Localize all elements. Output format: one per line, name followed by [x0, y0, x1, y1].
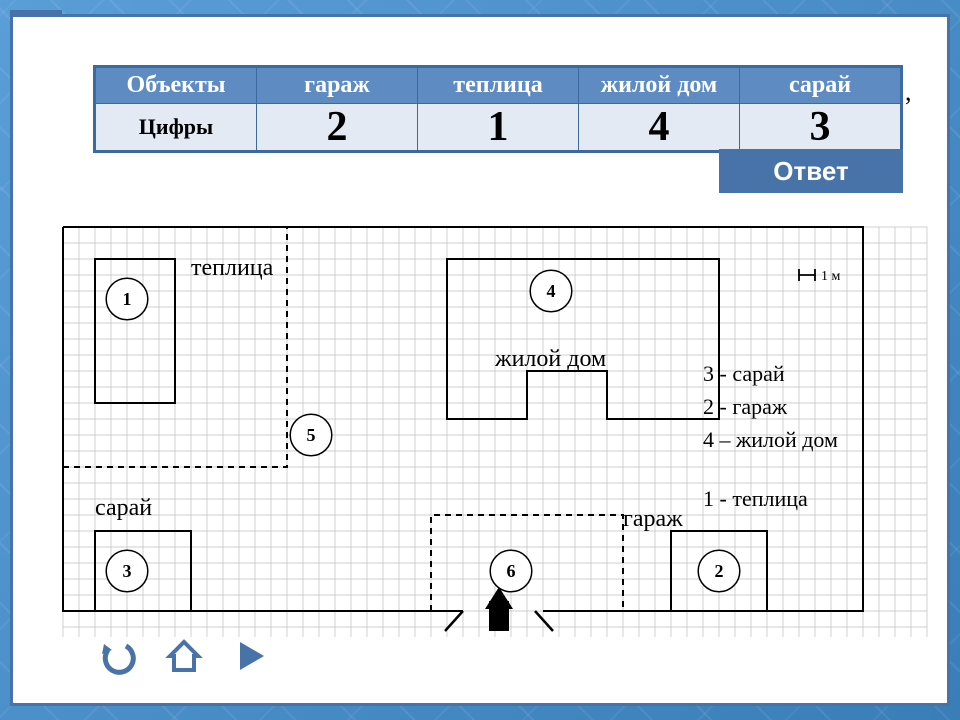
table-header: жилой дом [579, 68, 740, 104]
svg-text:3: 3 [123, 561, 132, 581]
table-header-label: Объекты [96, 68, 257, 104]
table-header: теплица [418, 68, 579, 104]
table-header: сарай [740, 68, 901, 104]
svg-text:5: 5 [307, 425, 316, 445]
table-row-label: Цифры [96, 104, 257, 151]
back-button[interactable] [97, 635, 139, 677]
svg-text:сарай: сарай [95, 495, 152, 521]
answer-table: Объекты гараж теплица жилой дом сарай Ци… [93, 65, 903, 153]
legend-line: 3 - сарай [703, 357, 838, 390]
legend-line: 4 – жилой дом [703, 423, 838, 456]
table-header-row: Объекты гараж теплица жилой дом сарай [96, 68, 901, 104]
svg-text:4: 4 [547, 281, 556, 301]
nav-bar [97, 635, 271, 677]
home-button[interactable] [163, 635, 205, 677]
svg-text:6: 6 [507, 561, 516, 581]
answer-button[interactable]: Ответ [719, 149, 903, 193]
forward-button[interactable] [229, 635, 271, 677]
trailing-comma: , [905, 77, 912, 107]
home-icon [164, 636, 204, 676]
legend-line [703, 456, 838, 482]
table-value: 1 [418, 104, 579, 151]
main-frame: Объекты гараж теплица жилой дом сарай Ци… [10, 14, 950, 706]
svg-text:1: 1 [123, 289, 132, 309]
table-header: гараж [257, 68, 418, 104]
table-value: 4 [579, 104, 740, 151]
table-value-row: Цифры 2 1 4 3 [96, 104, 901, 151]
table-value: 3 [740, 104, 901, 151]
play-icon [230, 636, 270, 676]
svg-text:1 м: 1 м [821, 269, 841, 284]
legend-line: 2 - гараж [703, 390, 838, 423]
svg-text:гараж: гараж [623, 506, 683, 532]
svg-text:2: 2 [715, 561, 724, 581]
legend: 3 - сарай2 - гараж4 – жилой дом 1 - тепли… [703, 357, 838, 515]
legend-line: 1 - теплица [703, 482, 838, 515]
svg-text:жилой дом: жилой дом [494, 346, 606, 372]
svg-text:теплица: теплица [191, 255, 274, 281]
undo-icon [98, 636, 138, 676]
table-value: 2 [257, 104, 418, 151]
